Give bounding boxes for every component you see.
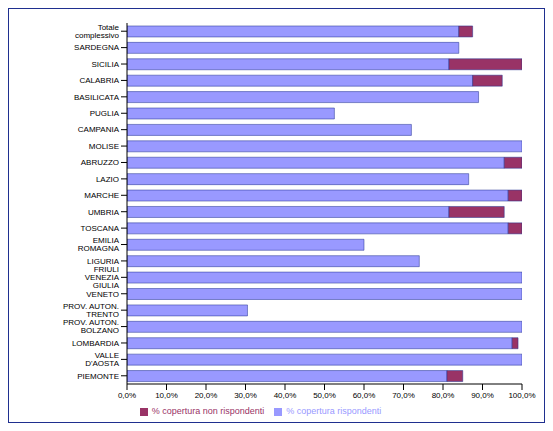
html-text:% copertura non rispondenti: % copertura non rispondenti: [151, 406, 265, 416]
svg-text:0,0%: 0,0%: [118, 391, 136, 400]
svg-text:80,0%: 80,0%: [432, 391, 455, 400]
svg-text:TOSCANA: TOSCANA: [80, 224, 119, 233]
svg-text:MARCHE: MARCHE: [84, 191, 119, 200]
svg-text:ABRUZZO: ABRUZZO: [81, 158, 119, 167]
svg-text:10,0%: 10,0%: [155, 391, 178, 400]
svg-text:VALLED'AOSTA: VALLED'AOSTA: [85, 351, 119, 368]
svg-text:LAZIO: LAZIO: [96, 175, 119, 184]
svg-text:30,0%: 30,0%: [234, 391, 257, 400]
svg-text:PIEMONTE: PIEMONTE: [77, 372, 119, 381]
svg-text:PROV. AUTON.TRENTO: PROV. AUTON.TRENTO: [63, 302, 119, 319]
svg-text:VENETO: VENETO: [86, 290, 119, 299]
svg-text:CALABRIA: CALABRIA: [79, 76, 119, 85]
svg-text:FRIULIVENEZIAGIULIA: FRIULIVENEZIAGIULIA: [85, 265, 120, 290]
svg-text:90,0%: 90,0%: [471, 391, 494, 400]
svg-text:60,0%: 60,0%: [353, 391, 376, 400]
svg-text:LIGURIA: LIGURIA: [87, 256, 119, 266]
svg-text:SICILIA: SICILIA: [91, 60, 119, 69]
svg-text:50,0%: 50,0%: [313, 391, 336, 400]
svg-text:CAMPANIA: CAMPANIA: [78, 125, 120, 134]
svg-text:MOLISE: MOLISE: [89, 142, 119, 151]
svg-text:20,0%: 20,0%: [195, 391, 218, 400]
svg-text:40,0%: 40,0%: [274, 391, 297, 400]
svg-text:PROV. AUTON.BOLZANO: PROV. AUTON.BOLZANO: [63, 318, 119, 335]
svg-text:100,0%: 100,0%: [508, 391, 535, 400]
svg-text:70,0%: 70,0%: [392, 391, 415, 400]
svg-text:EMILIAROMAGNA: EMILIAROMAGNA: [78, 236, 120, 253]
html-text:% copertura rispondenti: % copertura rispondenti: [286, 406, 382, 416]
svg-text:LOMBARDIA: LOMBARDIA: [72, 339, 120, 348]
svg-text:BASILICATA: BASILICATA: [74, 93, 120, 102]
svg-text:Totalecomplessivo: Totalecomplessivo: [75, 23, 120, 40]
svg-text:SARDEGNA: SARDEGNA: [74, 43, 120, 52]
svg-text:PUGLIA: PUGLIA: [90, 109, 120, 118]
svg-text:UMBRIA: UMBRIA: [88, 208, 120, 217]
